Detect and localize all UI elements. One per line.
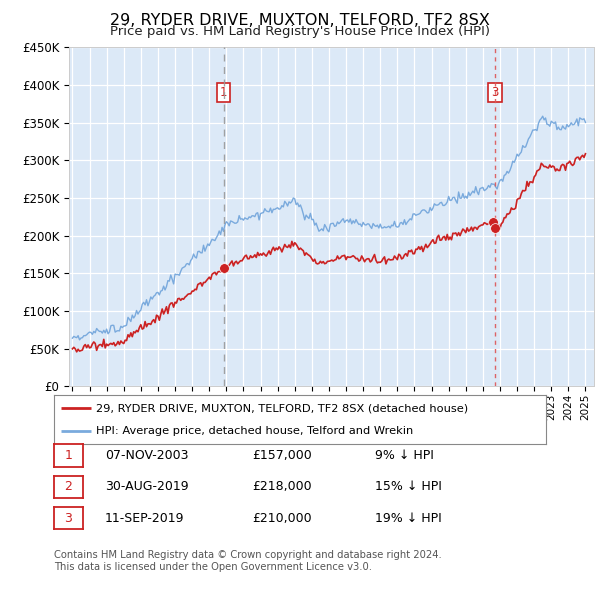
Text: 15% ↓ HPI: 15% ↓ HPI [375, 480, 442, 493]
Text: Contains HM Land Registry data © Crown copyright and database right 2024.: Contains HM Land Registry data © Crown c… [54, 550, 442, 560]
Text: 30-AUG-2019: 30-AUG-2019 [105, 480, 188, 493]
Text: £157,000: £157,000 [252, 449, 312, 462]
Text: £210,000: £210,000 [252, 512, 311, 525]
Text: 29, RYDER DRIVE, MUXTON, TELFORD, TF2 8SX (detached house): 29, RYDER DRIVE, MUXTON, TELFORD, TF2 8S… [96, 404, 468, 414]
Text: 19% ↓ HPI: 19% ↓ HPI [375, 512, 442, 525]
Text: HPI: Average price, detached house, Telford and Wrekin: HPI: Average price, detached house, Telf… [96, 425, 413, 435]
Text: Price paid vs. HM Land Registry's House Price Index (HPI): Price paid vs. HM Land Registry's House … [110, 25, 490, 38]
Text: 2: 2 [64, 480, 73, 493]
Text: £218,000: £218,000 [252, 480, 311, 493]
Text: 11-SEP-2019: 11-SEP-2019 [105, 512, 185, 525]
Text: 1: 1 [220, 86, 227, 99]
Text: 1: 1 [64, 449, 73, 462]
Text: 3: 3 [64, 512, 73, 525]
Text: This data is licensed under the Open Government Licence v3.0.: This data is licensed under the Open Gov… [54, 562, 372, 572]
Text: 9% ↓ HPI: 9% ↓ HPI [375, 449, 434, 462]
Text: 3: 3 [491, 86, 499, 99]
Text: 29, RYDER DRIVE, MUXTON, TELFORD, TF2 8SX: 29, RYDER DRIVE, MUXTON, TELFORD, TF2 8S… [110, 13, 490, 28]
Text: 07-NOV-2003: 07-NOV-2003 [105, 449, 188, 462]
